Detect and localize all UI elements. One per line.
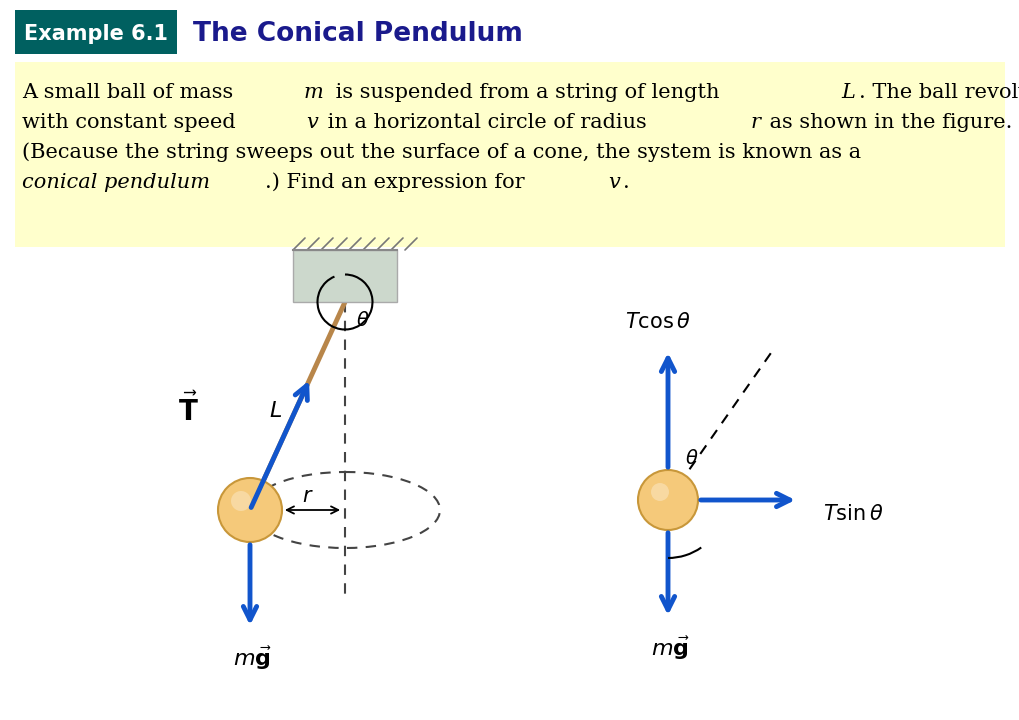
- Text: (Because the string sweeps out the surface of a cone, the system is known as a: (Because the string sweeps out the surfa…: [22, 142, 860, 162]
- Text: $m\vec{\mathbf{g}}$: $m\vec{\mathbf{g}}$: [232, 644, 271, 672]
- Text: with constant speed: with constant speed: [22, 112, 243, 132]
- Text: The Conical Pendulum: The Conical Pendulum: [193, 21, 523, 47]
- Text: $\vec{\mathbf{T}}$: $\vec{\mathbf{T}}$: [177, 393, 198, 427]
- Text: $m\vec{\mathbf{g}}$: $m\vec{\mathbf{g}}$: [650, 634, 689, 662]
- Bar: [15, 62, 1004, 247]
- Circle shape: [637, 470, 697, 530]
- Text: r: r: [750, 112, 759, 132]
- Text: is suspended from a string of length: is suspended from a string of length: [328, 83, 726, 102]
- Text: Example 6.1: Example 6.1: [24, 24, 168, 44]
- Text: m: m: [303, 83, 323, 102]
- Bar: [15, 10, 177, 54]
- Text: .: .: [623, 173, 630, 192]
- Text: A small ball of mass: A small ball of mass: [22, 83, 239, 102]
- Text: v: v: [306, 112, 318, 132]
- Circle shape: [218, 478, 281, 542]
- Text: L: L: [841, 83, 854, 102]
- Circle shape: [230, 491, 251, 511]
- Text: . The ball revolves: . The ball revolves: [858, 83, 1019, 102]
- Text: v: v: [607, 173, 620, 192]
- Text: $r$: $r$: [302, 487, 313, 505]
- Bar: [292, 250, 396, 302]
- Text: .) Find an expression for: .) Find an expression for: [264, 172, 530, 192]
- Circle shape: [650, 483, 668, 501]
- Text: in a horizontal circle of radius: in a horizontal circle of radius: [321, 112, 653, 132]
- Text: $\theta$: $\theta$: [685, 449, 698, 467]
- Text: as shown in the figure.: as shown in the figure.: [762, 112, 1012, 132]
- Text: $L$: $L$: [269, 400, 282, 422]
- Text: $\theta$: $\theta$: [356, 310, 370, 330]
- Text: $T\sin\theta$: $T\sin\theta$: [822, 504, 882, 524]
- Text: $T\cos\theta$: $T\cos\theta$: [625, 312, 690, 332]
- Text: conical pendulum: conical pendulum: [22, 173, 210, 192]
